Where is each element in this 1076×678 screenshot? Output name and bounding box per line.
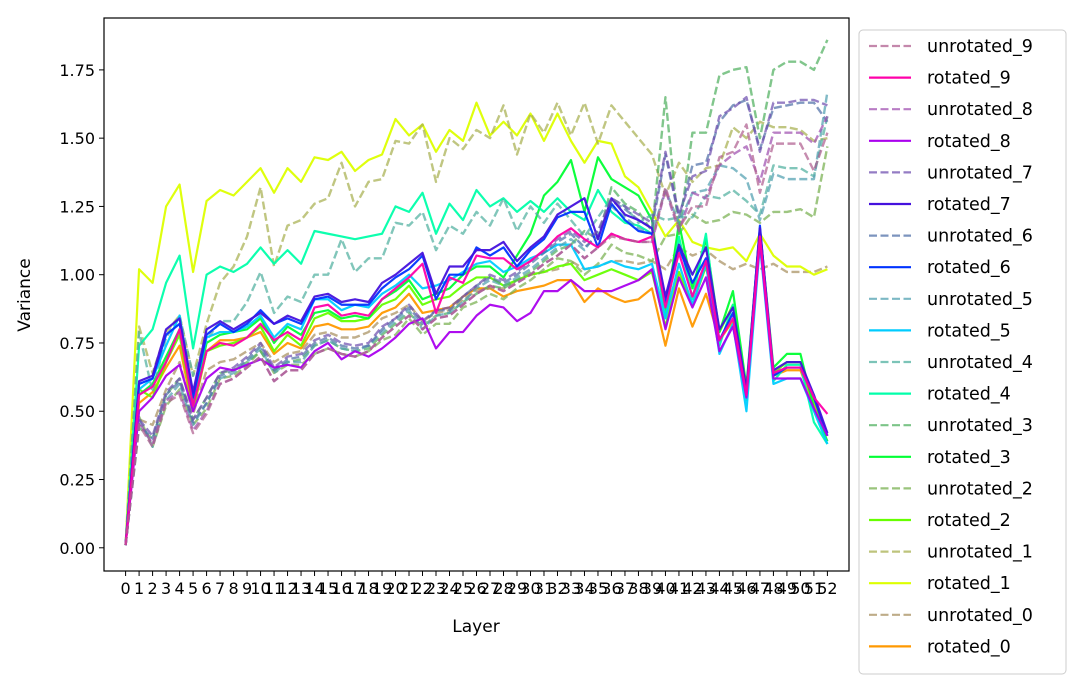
y-tick-label: 0.50 — [59, 402, 95, 421]
legend-label-rotated-0: rotated_0 — [927, 637, 1011, 657]
series-line-unrotated-2 — [124, 146, 829, 546]
x-tick-label: 35 — [588, 579, 608, 598]
x-tick-label: 0 — [121, 579, 131, 598]
x-tick-label: 10 — [250, 579, 270, 598]
x-tick-label: 11 — [264, 579, 284, 598]
x-tick-label: 13 — [291, 579, 311, 598]
series-line-rotated-8 — [124, 240, 829, 546]
x-tick-label: 5 — [188, 579, 198, 598]
legend: unrotated_9 rotated_9 unrotated_8 rotated_8… — [858, 29, 1067, 675]
x-tick-label: 7 — [215, 579, 225, 598]
x-tick-label: 23 — [426, 579, 446, 598]
x-tick-label: 47 — [750, 579, 770, 598]
y-tick-label: 0.25 — [59, 471, 95, 490]
y-tick-label: 1.25 — [59, 197, 95, 216]
x-tick-label: 17 — [345, 579, 365, 598]
legend-label-rotated-1: rotated_1 — [927, 574, 1011, 594]
x-tick-label: 27 — [480, 579, 500, 598]
x-tick-label: 42 — [682, 579, 702, 598]
x-tick-label: 41 — [669, 579, 689, 598]
legend-label-unrotated-5: unrotated_5 — [927, 290, 1033, 310]
y-tick-label: 1.00 — [59, 266, 95, 285]
x-tick-label: 24 — [439, 579, 459, 598]
y-tick-label: 1.50 — [59, 129, 95, 148]
x-tick-label: 26 — [466, 579, 486, 598]
legend-label-unrotated-4: unrotated_4 — [927, 353, 1033, 373]
x-axis: 0 1 2 3 4 5 6 7 8 9101112131415161718192021222324… — [121, 571, 838, 598]
y-axis-label: Variance — [15, 258, 35, 331]
legend-label-rotated-9: rotated_9 — [927, 69, 1011, 89]
x-tick-label: 12 — [277, 579, 297, 598]
legend-label-rotated-4: rotated_4 — [927, 385, 1011, 405]
legend-label-unrotated-1: unrotated_1 — [927, 543, 1033, 563]
series-line-rotated-9 — [124, 227, 829, 546]
legend-label-rotated-7: rotated_7 — [927, 195, 1011, 215]
legend-label-rotated-3: rotated_3 — [927, 448, 1011, 468]
series-line-unrotated-4 — [124, 116, 829, 546]
legend-label-unrotated-2: unrotated_2 — [927, 479, 1033, 499]
series-line-rotated-1 — [124, 101, 828, 546]
x-tick-label: 36 — [601, 579, 621, 598]
legend-label-unrotated-6: unrotated_6 — [927, 227, 1033, 247]
x-tick-label: 8 — [228, 579, 238, 598]
x-tick-label: 18 — [358, 579, 378, 598]
x-tick-label: 45 — [723, 579, 743, 598]
x-tick-label: 40 — [655, 579, 675, 598]
x-tick-label: 34 — [574, 579, 594, 598]
x-tick-label: 14 — [304, 579, 324, 598]
x-tick-label: 9 — [242, 579, 252, 598]
y-tick-label: 0.75 — [59, 334, 95, 353]
series-line-unrotated-0 — [124, 246, 828, 546]
x-tick-label: 1 — [134, 579, 144, 598]
x-tick-label: 32 — [547, 579, 567, 598]
x-tick-label: 4 — [174, 579, 184, 598]
legend-label-unrotated-3: unrotated_3 — [927, 416, 1033, 436]
x-tick-label: 48 — [763, 579, 783, 598]
x-tick-label: 49 — [777, 579, 797, 598]
x-tick-label: 20 — [385, 579, 405, 598]
x-tick-label: 50 — [790, 579, 810, 598]
series-line-rotated-7 — [124, 197, 829, 546]
x-tick-label: 31 — [534, 579, 554, 598]
x-tick-label: 22 — [412, 579, 432, 598]
x-tick-label: 6 — [201, 579, 211, 598]
legend-box — [858, 29, 1067, 675]
x-tick-label: 19 — [372, 579, 392, 598]
legend-label-rotated-2: rotated_2 — [927, 511, 1011, 531]
x-tick-label: 15 — [318, 579, 338, 598]
x-tick-label: 46 — [736, 579, 756, 598]
x-tick-label: 51 — [804, 579, 824, 598]
y-axis: 0.00 0.25 0.50 0.75 1.00 1.25 1.50 1.75 — [59, 61, 104, 558]
x-tick-label: 30 — [520, 579, 540, 598]
x-tick-label: 52 — [817, 579, 837, 598]
x-tick-label: 2 — [147, 579, 157, 598]
x-tick-label: 29 — [507, 579, 527, 598]
y-tick-label: 1.75 — [59, 61, 95, 80]
legend-label-rotated-5: rotated_5 — [927, 321, 1011, 341]
x-tick-label: 39 — [642, 579, 662, 598]
x-tick-label: 16 — [331, 579, 351, 598]
series-line-unrotated-9 — [124, 123, 829, 546]
legend-label-unrotated-0: unrotated_0 — [927, 606, 1033, 626]
legend-label-unrotated-8: unrotated_8 — [927, 100, 1033, 120]
x-tick-label: 21 — [399, 579, 419, 598]
series-lines — [124, 39, 829, 546]
x-tick-label: 38 — [628, 579, 648, 598]
y-tick-label: 0.00 — [59, 539, 95, 558]
x-tick-label: 44 — [709, 579, 729, 598]
x-tick-label: 33 — [561, 579, 581, 598]
x-tick-label: 28 — [493, 579, 513, 598]
legend-label-rotated-6: rotated_6 — [927, 258, 1011, 278]
legend-label-rotated-8: rotated_8 — [927, 132, 1011, 152]
legend-label-unrotated-7: unrotated_7 — [927, 163, 1033, 183]
x-tick-label: 37 — [615, 579, 635, 598]
x-tick-label: 25 — [453, 579, 473, 598]
x-axis-label: Layer — [452, 617, 499, 637]
x-tick-label: 3 — [161, 579, 171, 598]
series-line-unrotated-7 — [124, 95, 828, 546]
series-line-unrotated-1 — [124, 101, 828, 546]
legend-label-unrotated-9: unrotated_9 — [927, 37, 1033, 57]
x-tick-label: 43 — [696, 579, 716, 598]
